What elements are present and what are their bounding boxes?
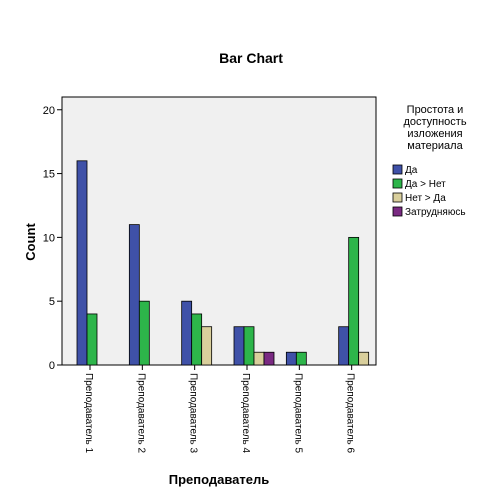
legend-title-line: Простота и — [407, 104, 464, 116]
legend-swatch — [392, 192, 403, 203]
bar-6-3 — [358, 351, 370, 366]
bar-4-3 — [253, 351, 265, 366]
bar-1-1 — [76, 160, 88, 366]
bar-4-1 — [233, 326, 245, 366]
plot-area — [61, 96, 377, 366]
legend-label: Нет > Да — [405, 193, 446, 204]
legend-swatch — [392, 164, 403, 175]
y-axis-title: Count — [23, 223, 38, 261]
x-tick-label: Преподаватель 6 — [345, 373, 356, 454]
y-tick-label: 20 — [43, 105, 55, 117]
y-tick-label: 0 — [49, 360, 55, 372]
x-tick-label: Преподаватель 2 — [135, 373, 146, 454]
x-tick-label: Преподаватель 1 — [83, 373, 94, 454]
bar-3-3 — [201, 326, 213, 366]
bar-6-2 — [348, 236, 360, 366]
legend-swatch — [392, 206, 403, 217]
bar-4-2 — [243, 326, 255, 366]
x-tick-label: Преподаватель 4 — [240, 373, 251, 454]
legend-title-line: изложения — [407, 128, 462, 140]
bar-1-2 — [86, 313, 98, 366]
bar-4-4 — [263, 351, 275, 366]
y-axis: 0 5 10 15 20 — [43, 105, 62, 372]
y-tick-label: 10 — [43, 232, 55, 244]
chart-title: Bar Chart — [219, 50, 283, 66]
legend-label: Да — [405, 165, 418, 176]
y-tick-label: 5 — [49, 296, 55, 308]
legend-title-line: материала — [407, 140, 463, 152]
x-axis-title: Преподаватель — [169, 472, 270, 487]
x-tick-label: Преподаватель 5 — [292, 373, 303, 454]
bars-layer — [76, 160, 370, 366]
x-tick-label: Преподаватель 3 — [188, 373, 199, 454]
legend-title-line: доступность — [403, 116, 466, 128]
bar-5-2 — [295, 351, 307, 366]
legend-swatch — [392, 178, 403, 189]
bar-5-1 — [285, 351, 297, 366]
bar-3-2 — [191, 313, 203, 366]
legend-label: Затрудняюсь — [405, 207, 466, 218]
bar-2-2 — [138, 300, 150, 366]
y-tick-label: 15 — [43, 169, 55, 181]
bar-3-1 — [181, 300, 193, 366]
bar-2-1 — [128, 224, 140, 366]
bar-6-1 — [338, 326, 350, 366]
x-axis: Преподаватель 1 Преподаватель 2 Преподават… — [83, 365, 356, 454]
legend-label: Да > Нет — [405, 179, 446, 190]
